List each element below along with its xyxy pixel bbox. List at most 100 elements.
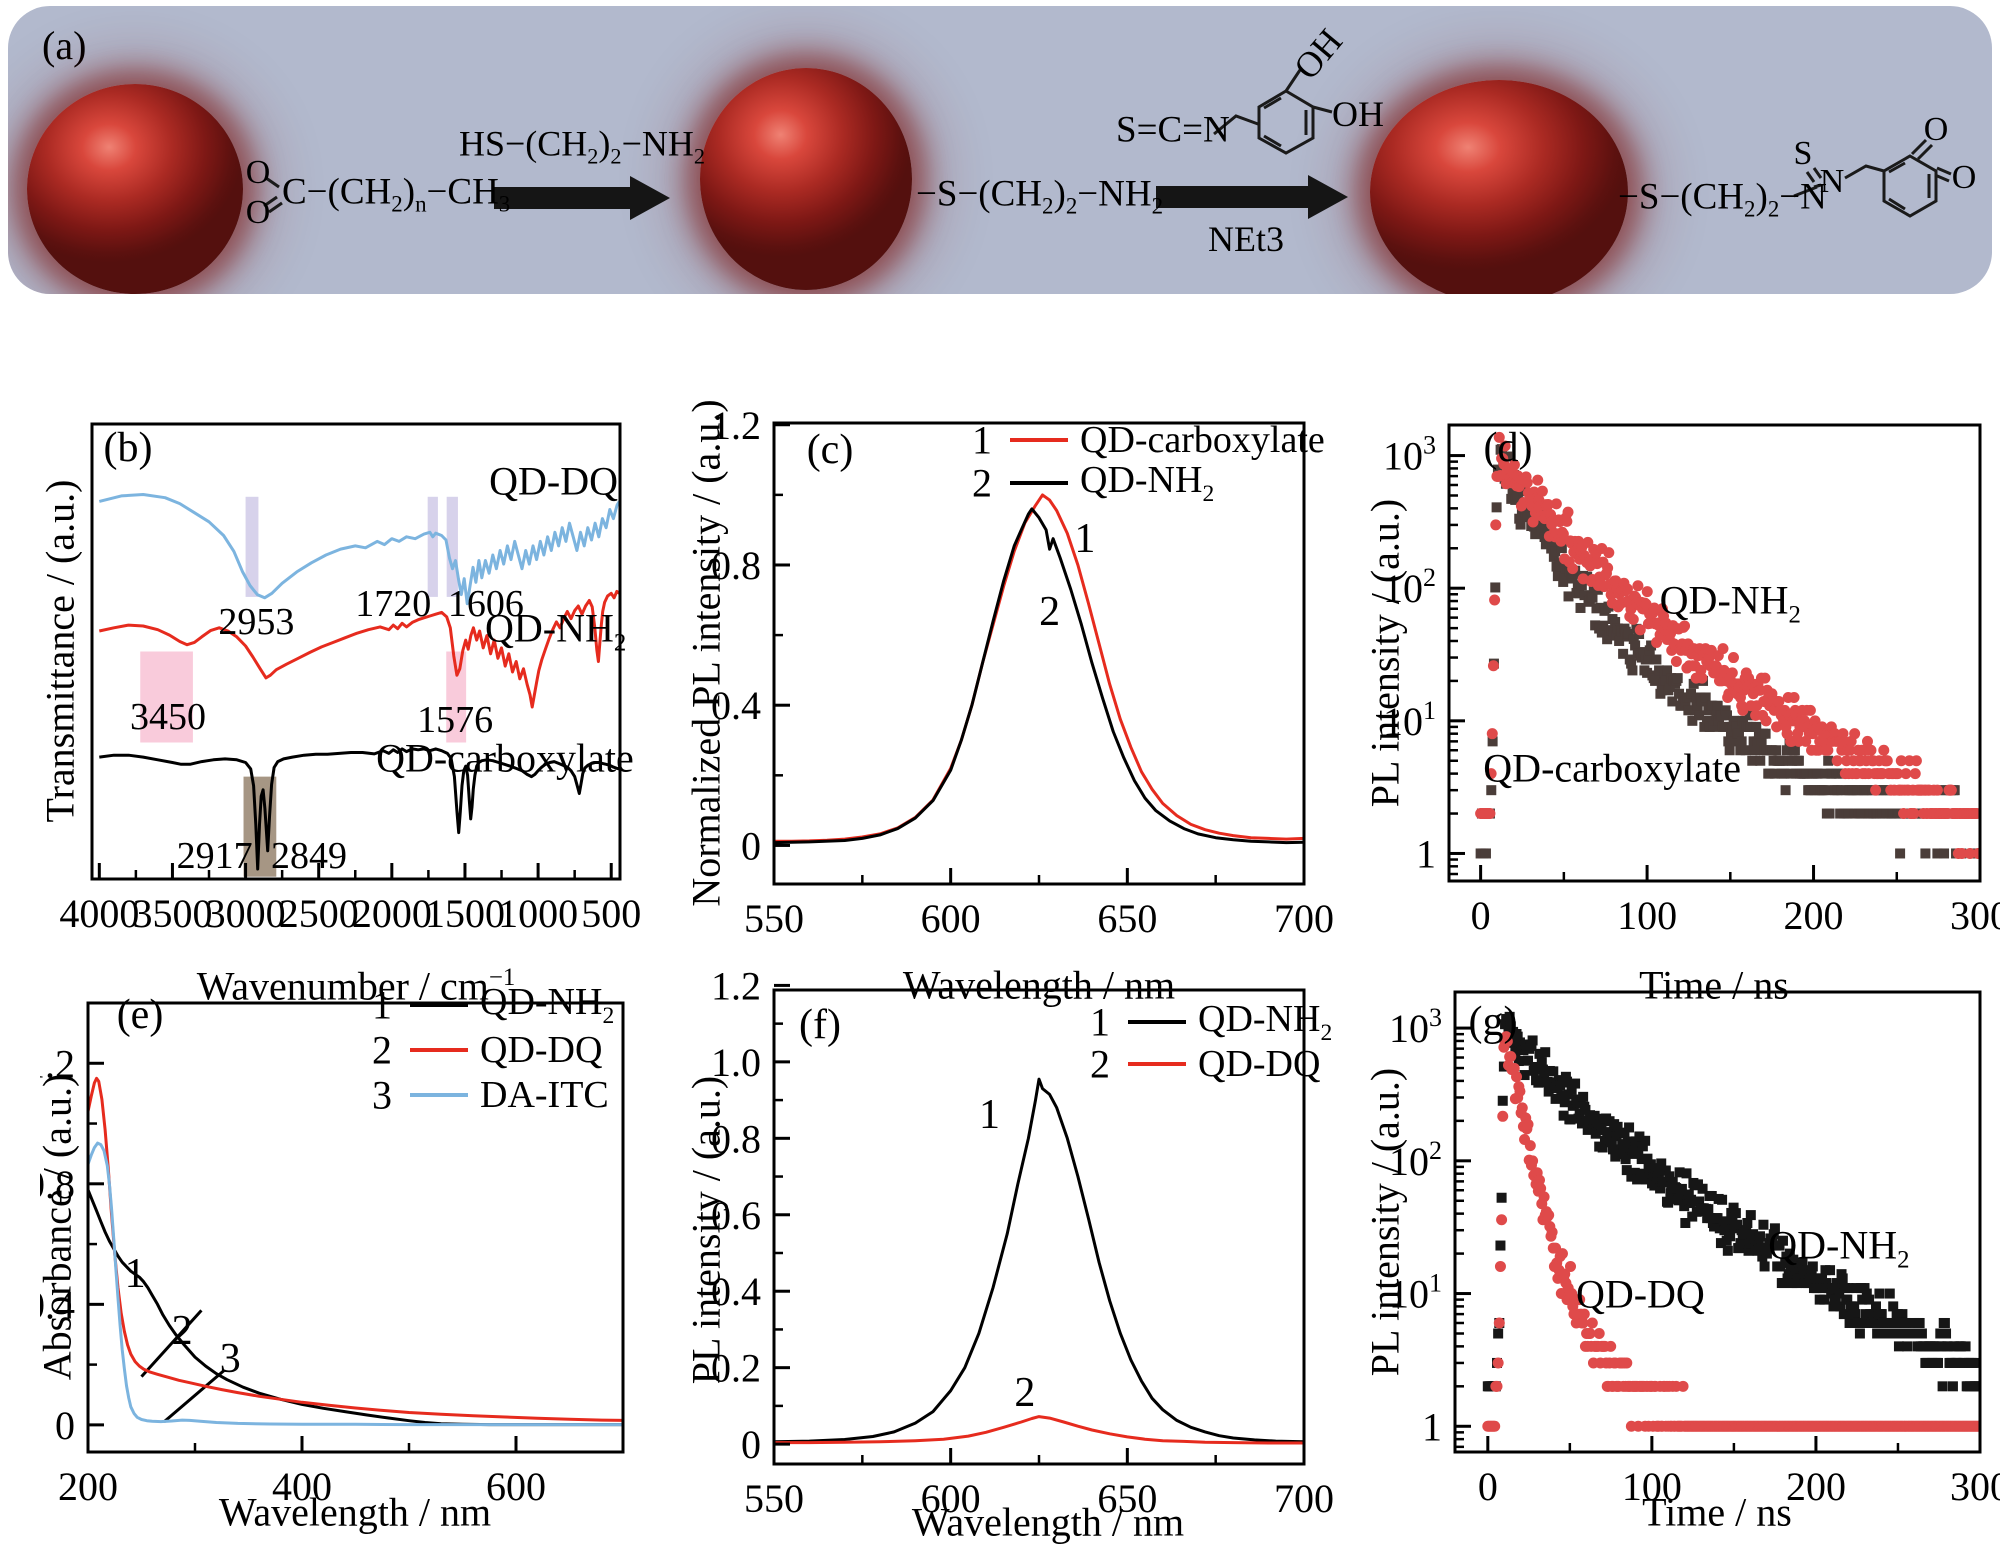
y-tick-label: 0.2 bbox=[711, 1346, 761, 1391]
annotation: 3 bbox=[219, 1335, 241, 1382]
reaction-arrow-1 bbox=[494, 176, 670, 220]
annotation: QD-NH2 bbox=[485, 605, 627, 657]
highlight-band bbox=[427, 496, 438, 597]
y-tick-label: 1.2 bbox=[711, 403, 761, 448]
legend-label: DA-ITC bbox=[480, 1074, 609, 1116]
panel-f-pl-intensity-chart: 550 600 650 700 0 0.2 0.4 0.6 0.8 1.0 1.2 (f) Wavele… bbox=[680, 960, 1360, 1544]
x-tick-label: 3500 bbox=[132, 891, 212, 936]
series-QD-NH2 bbox=[88, 1189, 623, 1427]
panel-letter: (c) bbox=[806, 427, 854, 473]
panel-letter: (b) bbox=[103, 425, 153, 471]
series-QD-DQ bbox=[98, 493, 620, 606]
y-tick-label: 0.6 bbox=[711, 1193, 761, 1238]
annotation: QD-DQ bbox=[489, 458, 619, 504]
x-tick-label: 3000 bbox=[206, 891, 286, 936]
highlight-band bbox=[245, 496, 259, 597]
ligand1-oxygen-top: O bbox=[245, 154, 271, 191]
product-sulfur: S bbox=[1793, 135, 1813, 172]
quantum-dot-3 bbox=[1370, 80, 1628, 294]
series-QD-DQ bbox=[1482, 1031, 1980, 1432]
axis-x-label: Wavelength / nm bbox=[218, 1489, 492, 1535]
axis-x-label: Time / ns bbox=[1642, 1489, 1792, 1535]
x-tick-label: 200 bbox=[58, 1464, 118, 1509]
panel-b-ftir-chart: 4000 3500 3000 2500 2000 1500 1000 500 (b) Wavenu… bbox=[38, 390, 685, 1009]
legend-label: QD-NH2 bbox=[1080, 459, 1215, 507]
x-tick-label: 200 bbox=[1784, 893, 1844, 938]
ligand2-chain: −S−(CH2)2−NH2 bbox=[916, 173, 1164, 219]
axis-y-label: PL intensity / (a.u.) bbox=[683, 1075, 729, 1385]
legend-label: QD-carboxylate bbox=[1080, 419, 1325, 461]
quantum-dot-1 bbox=[27, 84, 243, 294]
product-nitrogen: N bbox=[1819, 163, 1845, 200]
series-QD-NH2 bbox=[1475, 431, 1980, 859]
x-tick-label: 600 bbox=[921, 1476, 981, 1521]
x-tick-label: 700 bbox=[1274, 896, 1334, 941]
legend-number: 1 bbox=[972, 417, 992, 463]
x-tick-label: 650 bbox=[1097, 1476, 1157, 1521]
annotation: 2 bbox=[1014, 1369, 1036, 1416]
annotation: 2953 bbox=[218, 600, 295, 643]
annotation: 1 bbox=[1074, 515, 1096, 562]
legend-number: 2 bbox=[972, 460, 992, 506]
y-tick-label: 0 bbox=[55, 1403, 75, 1448]
product-oxygen-top: O bbox=[1923, 111, 1949, 148]
axis-x-label: Wavelength / nm bbox=[911, 1499, 1185, 1545]
panel-a-reaction-scheme: (a) bbox=[8, 6, 1992, 294]
axis-y-label: PL intensity / (a.u.) bbox=[1362, 1067, 1408, 1377]
x-tick-label: 100 bbox=[1617, 893, 1677, 938]
panel-c-normalized-pl-chart: 550 600 650 700 0 0.4 0.8 1.2 (c) Wavelength / nm… bbox=[680, 390, 1360, 1007]
pointer-line bbox=[162, 1369, 225, 1424]
panel-g-pl-decay-chart: 0 100 200 300 1 101 102 103 (g) Time / ns PL inten… bbox=[1360, 960, 2000, 1542]
x-tick-label: 1000 bbox=[498, 891, 578, 936]
daitc-oh-top: OH bbox=[1285, 21, 1351, 87]
legend-line bbox=[410, 1003, 468, 1007]
annotation: QD-carboxylate bbox=[1483, 745, 1741, 791]
pointer-line bbox=[140, 1309, 203, 1378]
highlight-band bbox=[446, 651, 467, 743]
y-tick-label: 0 bbox=[741, 1422, 761, 1467]
annotation: QD-NH2 bbox=[1659, 577, 1801, 628]
legend-number: 3 bbox=[372, 1072, 392, 1118]
y-tick-label: 0.4 bbox=[711, 1269, 761, 1314]
annotation: 3450 bbox=[130, 696, 207, 739]
panel-d-pl-decay-chart: 0 100 200 300 1 101 102 103 (d) Time / ns PL inten… bbox=[1360, 390, 2000, 1008]
annotation: 2849 bbox=[271, 835, 348, 878]
x-tick-label: 2500 bbox=[279, 891, 359, 936]
annotation: 2917 bbox=[176, 835, 253, 878]
arrow1-reagent-label: HS−(CH2)2−NH2 bbox=[458, 123, 706, 169]
legend-line bbox=[1128, 1020, 1186, 1024]
axis-x-label: Time / ns bbox=[1639, 962, 1789, 1008]
series-QD-NH2 bbox=[774, 1077, 1304, 1444]
annotation: QD-carboxylate bbox=[376, 735, 634, 781]
x-tick-label: 4000 bbox=[59, 891, 139, 936]
series-QD-carboxylate bbox=[774, 493, 1304, 843]
axis-y-label: Normalized PL intensity / (a.u.) bbox=[683, 399, 729, 907]
x-tick-label: 300 bbox=[1950, 1464, 2000, 1509]
product-oxygen-right: O bbox=[1951, 159, 1977, 196]
daitc-scn-group: S=C=N bbox=[1116, 109, 1230, 151]
y-tick-label: 1.2 bbox=[40, 1041, 75, 1086]
panel-letter: (f) bbox=[799, 1002, 841, 1048]
series-QD-carboxylate bbox=[99, 747, 620, 871]
annotation: 1 bbox=[124, 1251, 146, 1298]
series-QD-DQ bbox=[88, 1076, 623, 1422]
series-QD-DQ bbox=[774, 1415, 1304, 1445]
series-QD-NH2 bbox=[774, 507, 1304, 845]
y-tick-label: 103 bbox=[1383, 431, 1436, 479]
legend-line bbox=[1010, 481, 1068, 485]
x-tick-label: 2000 bbox=[352, 891, 432, 936]
panel-letter: (e) bbox=[116, 992, 164, 1038]
ligand1-chain: C−(CH2)n−CH3 bbox=[282, 171, 511, 217]
panel-letter: (d) bbox=[1483, 425, 1533, 471]
x-tick-label: 550 bbox=[744, 896, 804, 941]
y-tick-label: 0.8 bbox=[711, 543, 761, 588]
legend-label: QD-DQ bbox=[480, 1029, 603, 1071]
legend-line bbox=[1010, 438, 1068, 442]
y-tick-label: 0.8 bbox=[711, 1116, 761, 1161]
annotation: QD-NH2 bbox=[1768, 1222, 1910, 1274]
legend-label: QD-DQ bbox=[1198, 1043, 1321, 1085]
series-DA-ITC bbox=[88, 1141, 623, 1427]
x-tick-label: 1500 bbox=[425, 891, 505, 936]
axis-y-label: PL intensity / (a.u.) bbox=[1362, 498, 1408, 808]
